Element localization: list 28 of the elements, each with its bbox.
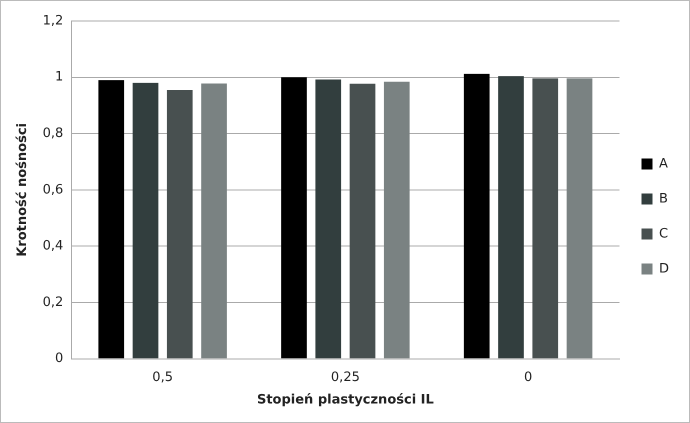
bar [201, 83, 227, 358]
y-tick-label: 0,2 [42, 294, 64, 310]
bar [566, 78, 592, 358]
legend-label: A [658, 156, 668, 172]
y-tick-label: 0,6 [42, 182, 64, 198]
bar [315, 80, 342, 358]
bar [132, 82, 158, 358]
x-axis-title: Stopień plastyczności IL [256, 392, 434, 408]
x-tick-label: 0,5 [152, 370, 173, 385]
legend-label: B [658, 191, 668, 206]
legend-label: C [658, 226, 668, 242]
y-tick-label: 1 [54, 70, 64, 85]
bar [98, 80, 124, 358]
x-tick-label: 0 [524, 370, 532, 385]
y-tick-label: 0 [54, 351, 64, 366]
y-tick-label: 1,2 [42, 13, 64, 28]
bar [281, 77, 307, 358]
x-tick-label: 0,25 [330, 370, 360, 385]
bar [166, 90, 193, 358]
y-axis-title: Krotność nośności [15, 123, 30, 257]
y-tick-label: 0,8 [42, 126, 64, 141]
bar [532, 78, 558, 358]
y-tick-label: 0,4 [42, 238, 64, 254]
legend-label: D [658, 261, 670, 276]
bar [384, 82, 410, 358]
bar [464, 74, 490, 358]
bar [498, 76, 524, 358]
bar [350, 84, 376, 358]
